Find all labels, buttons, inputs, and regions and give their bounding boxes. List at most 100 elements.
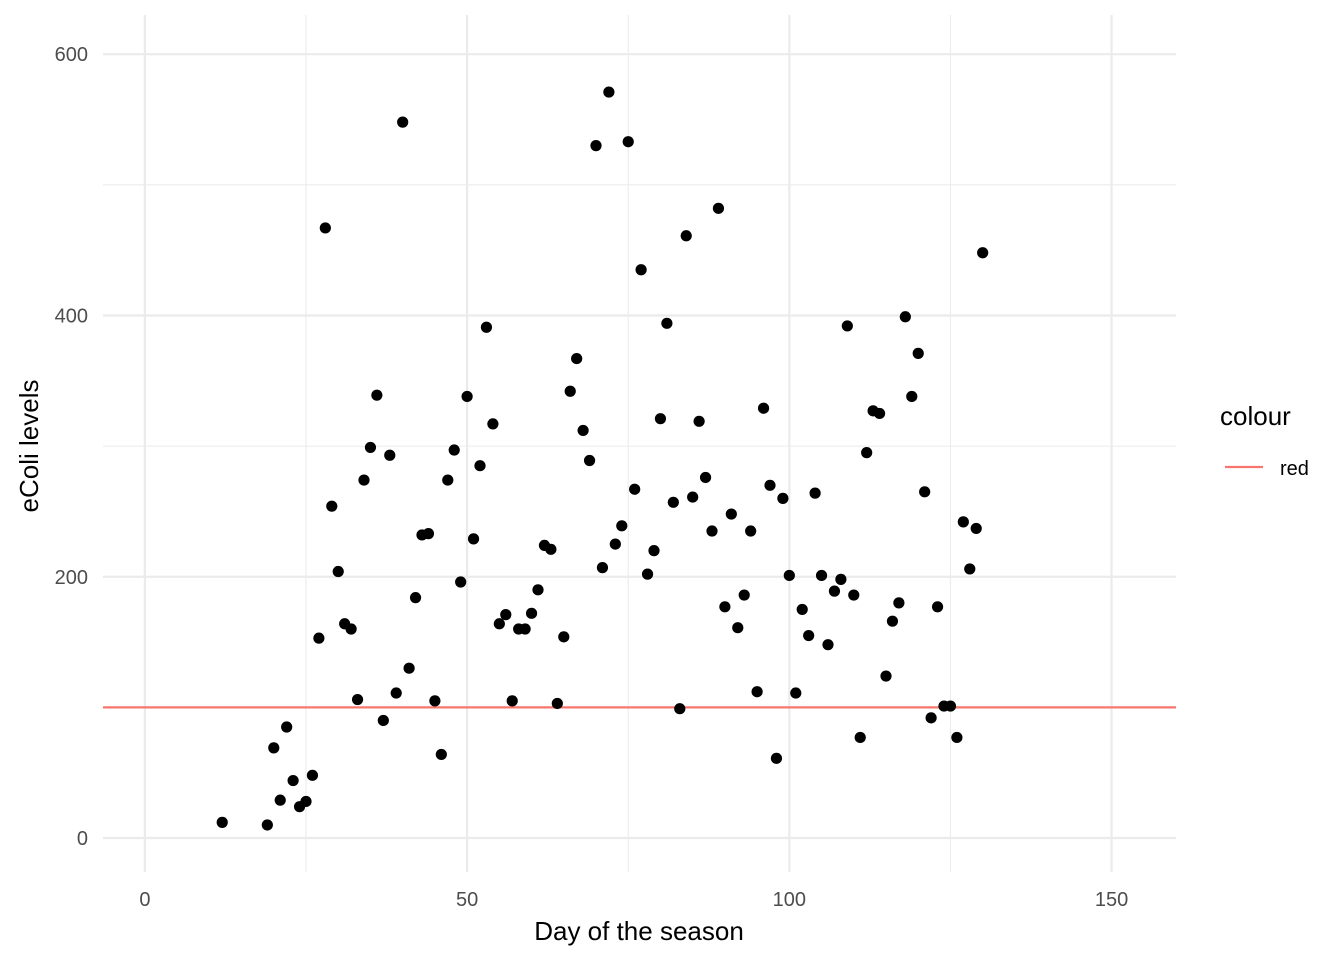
data-point [764, 479, 776, 491]
data-point [268, 742, 280, 754]
data-point [590, 140, 602, 152]
data-point [422, 528, 435, 540]
data-point [629, 483, 641, 495]
data-point [661, 317, 673, 329]
data-point [770, 752, 783, 764]
data-point [925, 712, 937, 724]
data-point [493, 618, 505, 630]
y-tick-label: 0 [77, 828, 88, 850]
data-point [822, 639, 834, 651]
data-point [970, 522, 982, 535]
data-point [622, 136, 634, 148]
data-point [641, 568, 654, 580]
data-point [687, 491, 699, 503]
data-point [429, 695, 441, 707]
data-point [390, 687, 402, 699]
data-point [525, 607, 538, 619]
data-point [461, 390, 473, 403]
data-point [919, 486, 931, 498]
data-point [706, 525, 718, 537]
data-point [384, 449, 396, 461]
data-point [899, 311, 911, 323]
data-point [603, 86, 615, 98]
data-point [397, 116, 409, 128]
data-point [667, 496, 679, 508]
data-point [274, 794, 286, 806]
data-point [880, 670, 892, 682]
data-point [944, 700, 957, 712]
data-point [745, 525, 757, 537]
data-points [216, 86, 989, 831]
data-point [719, 601, 731, 613]
data-point [912, 347, 924, 359]
data-point [854, 731, 866, 744]
data-point [777, 492, 789, 504]
y-axis-title: eColi levels [14, 380, 44, 513]
data-point [873, 407, 886, 420]
data-point [893, 597, 905, 609]
data-point [216, 816, 228, 828]
data-point [835, 573, 847, 585]
data-point [906, 390, 918, 403]
data-point [712, 202, 725, 214]
data-point [886, 615, 899, 627]
data-point [545, 543, 557, 555]
y-tick-label: 200 [55, 567, 88, 589]
data-point [455, 576, 467, 588]
data-point [435, 748, 447, 761]
data-point [467, 533, 480, 545]
data-point [474, 460, 486, 472]
data-point [261, 819, 273, 831]
data-point [931, 601, 944, 613]
data-point [757, 402, 770, 414]
data-point [732, 622, 744, 634]
data-point [848, 589, 860, 601]
data-point [300, 795, 312, 808]
data-point [519, 623, 531, 635]
data-point [583, 454, 596, 467]
data-point [409, 592, 422, 604]
data-point [783, 569, 795, 582]
legend: colour red [1220, 401, 1309, 480]
x-tick-label: 100 [773, 889, 806, 911]
data-point [699, 471, 712, 484]
data-point [596, 562, 609, 574]
data-point [951, 731, 963, 744]
data-point [635, 264, 647, 276]
data-point [306, 769, 319, 781]
data-point [809, 487, 821, 499]
data-point [977, 247, 989, 259]
x-tick-label: 150 [1095, 889, 1128, 911]
data-point [403, 662, 415, 674]
data-point [345, 623, 357, 635]
data-point [738, 589, 750, 601]
y-axis-ticks: 0 200 400 600 [55, 44, 88, 850]
data-point [332, 565, 344, 578]
data-point [371, 389, 383, 401]
data-point [861, 447, 873, 459]
data-point [725, 508, 737, 520]
data-point [790, 687, 802, 699]
x-tick-label: 50 [456, 889, 478, 911]
data-point [751, 686, 763, 698]
legend-entry-label: red [1280, 458, 1309, 480]
data-point [693, 415, 705, 427]
data-point [674, 703, 686, 715]
data-point [287, 774, 299, 787]
data-point [609, 538, 621, 550]
data-point [803, 629, 815, 642]
data-point [564, 385, 576, 397]
legend-title: colour [1220, 401, 1291, 431]
data-point [442, 474, 454, 486]
data-point [313, 632, 325, 644]
data-point [957, 516, 969, 528]
grid-lines [103, 15, 1176, 872]
y-tick-label: 600 [55, 44, 88, 66]
data-point [558, 631, 570, 643]
data-point [616, 520, 628, 532]
data-point [648, 545, 660, 557]
x-tick-label: 0 [139, 889, 150, 911]
data-point [796, 603, 808, 616]
x-axis-title: Day of the season [534, 916, 744, 946]
